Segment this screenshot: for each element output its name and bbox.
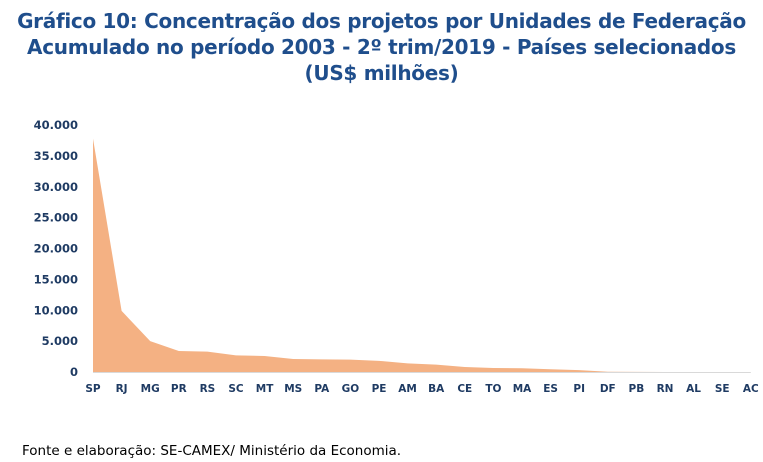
x-tick-label: RS [200, 383, 216, 395]
y-tick-label: 25.000 [34, 211, 78, 225]
y-axis: 0 5.000 10.000 15.000 20.000 25.000 30.000 35.0… [34, 118, 78, 379]
x-tick-label: ES [543, 383, 558, 395]
chart-unit: (US$ milhões) [304, 61, 459, 85]
x-tick-label: SC [228, 383, 244, 395]
x-tick-label: CE [457, 383, 472, 395]
x-tick-label: DF [600, 383, 616, 395]
y-tick-label: 15.000 [34, 272, 78, 286]
x-axis: SP RJ MG PR RS SC MT MS PA GO PE AM BA CE TO MA ES PI DF PB… [85, 383, 759, 395]
x-tick-label: AC [743, 383, 759, 395]
x-tick-label: PA [314, 383, 330, 395]
x-tick-label: MA [513, 383, 532, 395]
chart-title: Gráfico 10: Concentração dos projetos po… [17, 9, 746, 33]
x-tick-label: RJ [116, 383, 128, 395]
x-tick-label: BA [428, 383, 445, 395]
y-tick-label: 40.000 [34, 118, 78, 132]
chart-subtitle: Acumulado no período 2003 - 2º trim/2019… [27, 35, 736, 59]
x-tick-label: RN [657, 383, 674, 395]
x-tick-label: TO [485, 383, 501, 395]
y-tick-label: 30.000 [34, 180, 78, 194]
plot-area [93, 138, 751, 373]
chart-title-block: Gráfico 10: Concentração dos projetos po… [0, 8, 763, 86]
x-tick-label: PE [372, 383, 387, 395]
x-tick-label: MT [256, 383, 274, 395]
y-tick-label: 20.000 [34, 242, 78, 256]
x-tick-label: AL [686, 383, 701, 395]
x-tick-label: MS [284, 383, 302, 395]
y-tick-label: 5.000 [42, 334, 78, 348]
x-tick-label: PB [629, 383, 645, 395]
y-tick-label: 35.000 [34, 149, 78, 163]
x-tick-label: PI [573, 383, 585, 395]
x-tick-label: AM [398, 383, 417, 395]
y-tick-label: 10.000 [34, 303, 78, 317]
area-series [93, 138, 751, 372]
source-note: Fonte e elaboração: SE-CAMEX/ Ministério… [22, 443, 402, 459]
x-tick-label: PR [171, 383, 187, 395]
x-tick-label: GO [342, 383, 360, 395]
y-tick-label: 0 [70, 365, 78, 379]
x-tick-label: MG [141, 383, 160, 395]
x-tick-label: SE [715, 383, 730, 395]
x-tick-label: SP [85, 383, 101, 395]
